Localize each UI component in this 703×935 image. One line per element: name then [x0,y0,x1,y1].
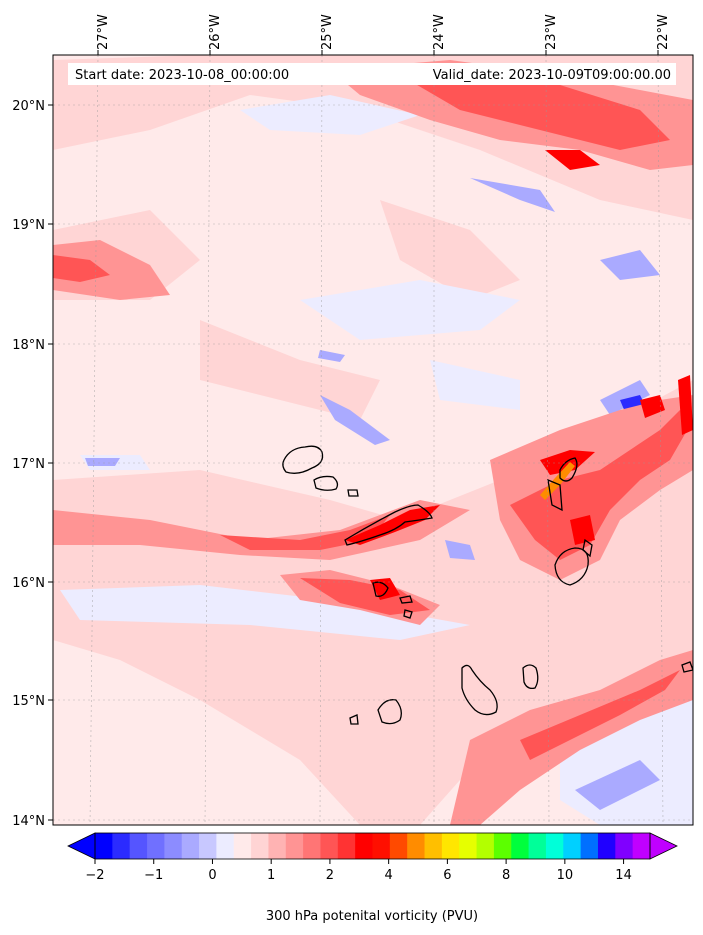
lon-label: 25°W [320,14,335,50]
date-header-box [68,63,676,85]
colorbar-cell [615,833,634,859]
island-santa-luzia [347,489,359,497]
colorbar-tick-label: −2 [85,868,104,883]
lat-label: 17°N [12,457,45,472]
colorbar-cell [320,833,339,859]
pv-field-very-strong [345,150,693,600]
island-raso [403,609,413,619]
island-sao-vicente [313,475,339,491]
pv-field-peak [540,462,575,500]
colorbar-tick-label: −1 [144,868,163,883]
colorbar-cell [372,833,391,859]
island-sal-south [547,478,563,512]
colorbar-cell [251,833,269,859]
pv-field-negative-light [60,95,693,825]
colorbar-cell [95,833,113,859]
colorbar-tick-label: 2 [326,868,334,883]
colorbar-cells [95,833,651,859]
lat-label: 15°N [12,694,45,709]
lon-label: 27°W [96,14,111,50]
colorbar-cell [389,833,408,859]
coastlines [282,445,693,725]
colorbar-cell [303,833,321,859]
valid-date-text: Valid_date: 2023-10-09T09:00:00.00 [433,68,671,83]
colorbar-cell [632,833,651,859]
island-branco [399,595,413,604]
island-boa-vista [554,547,589,586]
colorbar-cell [181,833,200,859]
colorbar-cell [580,833,599,859]
colorbar-cell [285,833,304,859]
colorbar-cell [199,833,217,859]
colorbar-extend-low [67,832,96,860]
colorbar-cell [233,833,252,859]
colorbar-tick-label: 14 [615,868,632,883]
lat-label: 14°N [12,814,45,829]
island-sao-nicolau [344,504,433,546]
map-panel [53,55,693,825]
colorbar-cell [268,833,287,859]
colorbar-tick-label: 6 [443,868,451,883]
map-frame [52,54,694,826]
island-sal [559,457,578,482]
colorbar-title: 300 hPa potenital vorticity (PVU) [266,909,478,924]
lat-label: 18°N [12,338,45,353]
lat-label: 20°N [12,99,45,114]
lon-label: 26°W [208,14,223,50]
colorbar-cell [493,833,512,859]
island-santiago [461,664,498,716]
colorbar-cell [337,833,356,859]
island-brava [349,714,359,725]
island-maio [522,664,539,690]
colorbar-cell [355,833,373,859]
colorbar-cell [476,833,495,859]
colorbar-cell [424,833,443,859]
lat-labels: 20°N 19°N 18°N 17°N 16°N 15°N 14°N [12,99,53,829]
lon-labels: 27°W 26°W 25°W 24°W 23°W 22°W [96,14,671,55]
lon-label: 23°W [544,14,559,50]
colorbar-cell [545,833,564,859]
colorbar-cell [441,833,460,859]
colorbar-cell [164,833,183,859]
colorbar-ticks: −2 −1 0 1 2 4 6 8 10 14 [85,859,632,883]
island-fogo [377,699,402,725]
lat-label: 16°N [12,576,45,591]
colorbar-tick-label: 8 [502,868,510,883]
colorbar: −2 −1 0 1 2 4 6 8 10 14 300 hPa potenital vortici… [67,832,678,924]
island-boa-vista-east [582,538,593,558]
colorbar-tick-label: 1 [267,868,275,883]
colorbar-cell [597,833,616,859]
colorbar-cell [129,833,148,859]
colorbar-cell [528,833,547,859]
colorbar-cell [216,833,235,859]
colorbar-cell [112,833,131,859]
coast-east-edge [681,661,693,673]
lon-label: 24°W [432,14,447,50]
colorbar-extend-high [649,832,678,860]
colorbar-cell [511,833,530,859]
colorbar-tick-label: 0 [208,868,216,883]
pv-field-strong [53,70,693,760]
colorbar-cell [147,833,165,859]
colorbar-tick-label: 4 [385,868,393,883]
colorbar-tick-label: 10 [557,868,574,883]
colorbar-frame [94,832,651,860]
lon-label: 22°W [656,14,671,50]
lat-label: 19°N [12,218,45,233]
gridlines [53,55,693,825]
colorbar-cell [563,833,582,859]
start-date-text: Start date: 2023-10-08_00:00:00 [75,68,289,83]
colorbar-cell [459,833,478,859]
colorbar-cell [407,833,426,859]
